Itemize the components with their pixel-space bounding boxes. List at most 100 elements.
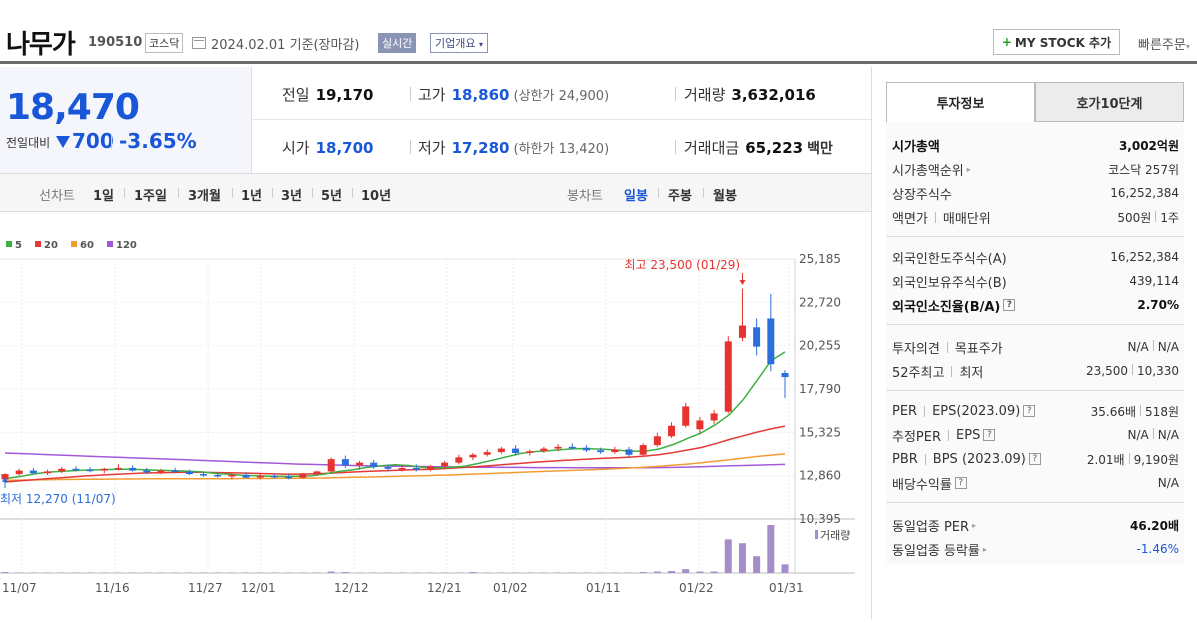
- y-tick-label: 20,255: [799, 339, 841, 353]
- amount-value: 65,223: [745, 139, 804, 157]
- volume-bar: [724, 539, 732, 573]
- volume-bar: [625, 572, 633, 574]
- volume-bar: [412, 572, 420, 574]
- tab-5y[interactable]: 5년: [321, 189, 343, 204]
- foreign-limit-value: 16,252,384: [1110, 250, 1179, 264]
- estimated-eps-label: EPS: [956, 427, 981, 443]
- candle-body: [540, 448, 548, 452]
- volume-bar: [753, 556, 761, 573]
- volume-bar: [483, 572, 491, 574]
- candle-body: [582, 447, 590, 451]
- volume-bar: [497, 572, 505, 574]
- tab-1w[interactable]: 1주일: [134, 189, 167, 204]
- market-cap-rank-value: 코스닥 257위: [1108, 162, 1179, 177]
- candle-body: [58, 468, 66, 472]
- pbr-value: 2.01배: [1086, 452, 1125, 467]
- legend-swatch-5: [6, 241, 12, 247]
- 52week-high-label: 52주최고: [892, 365, 945, 381]
- bps-value: 9,190원: [1133, 452, 1179, 467]
- row-market-cap-rank[interactable]: 시가총액순위 ▸ 코스닥 257위: [892, 158, 1179, 180]
- help-icon[interactable]: ?: [983, 429, 996, 441]
- y-tick-label: 25,185: [799, 252, 841, 266]
- candle-body: [200, 474, 208, 476]
- low-label: 저가: [418, 139, 446, 157]
- trade-unit-value: 1주: [1160, 210, 1179, 225]
- chevron-right-icon: ▸: [966, 164, 971, 174]
- tab-investment-info[interactable]: 투자정보: [886, 82, 1035, 122]
- legend-swatch-60: [71, 241, 77, 247]
- candle-body: [1, 474, 9, 480]
- dividend-value: N/A: [1157, 476, 1179, 490]
- help-icon[interactable]: ?: [1023, 405, 1036, 417]
- tab-3y[interactable]: 3년: [281, 189, 303, 204]
- help-icon[interactable]: ?: [1028, 453, 1041, 465]
- legend-label-60: 60: [80, 240, 94, 251]
- tab-weekly[interactable]: 주봉: [668, 189, 692, 204]
- tab-orderbook-10[interactable]: 호가10단계: [1035, 82, 1184, 122]
- volume-bar: [568, 572, 576, 574]
- volume-bar: [171, 572, 179, 574]
- candle-body: [781, 373, 789, 378]
- foreign-holding-value: 439,114: [1129, 274, 1179, 288]
- company-overview-button[interactable]: 기업개요 ▾: [430, 33, 488, 53]
- row-foreign-holding: 외국인보유주식수(B) 439,114: [892, 270, 1179, 292]
- volume-bar: [44, 572, 52, 574]
- candle-body: [228, 474, 236, 477]
- divider: [703, 188, 704, 198]
- volume-bar: [114, 572, 122, 574]
- sector-per-label: 동일업종 PER: [892, 519, 970, 535]
- realtime-button[interactable]: 실시간: [378, 33, 417, 53]
- x-tick-label: 11/07: [2, 581, 37, 595]
- tab-1y[interactable]: 1년: [241, 189, 263, 204]
- tab-daily[interactable]: 일봉: [624, 189, 648, 204]
- candle-body: [738, 325, 746, 338]
- divider: [272, 188, 273, 198]
- candle-body: [767, 318, 775, 365]
- candle-body: [157, 470, 165, 473]
- company-overview-label: 기업개요: [435, 37, 476, 50]
- add-mystock-button[interactable]: + MY STOCK 추가: [993, 29, 1120, 55]
- help-icon[interactable]: ?: [954, 477, 967, 489]
- per-value: 35.66배: [1090, 404, 1137, 419]
- volume-bar: [313, 572, 321, 574]
- foreign-rate-label: 외국인소진율(B/A): [892, 299, 1001, 315]
- volume-bar: [639, 572, 647, 573]
- volume-label: 거래량: [820, 529, 850, 542]
- high-value: 18,860: [451, 86, 510, 104]
- y-tick-label: 12,860: [799, 469, 841, 483]
- open-label: 시가: [282, 139, 310, 157]
- x-tick-label: 12/01: [241, 581, 276, 595]
- estimated-per-value: N/A: [1127, 428, 1149, 442]
- candle-body: [15, 470, 23, 475]
- divider: [886, 324, 1184, 325]
- divider: [658, 188, 659, 198]
- row-sector-per[interactable]: 동일업종 PER ▸ 46.20배: [892, 514, 1179, 536]
- candle-body: [497, 448, 505, 453]
- candle-body: [370, 462, 378, 468]
- market-badge: 코스닥: [145, 33, 184, 53]
- quote-volume: 거래량 3,632,016: [684, 84, 816, 105]
- tab-3m[interactable]: 3개월: [188, 189, 221, 204]
- quick-order-button[interactable]: 빠른주문▾: [1138, 34, 1190, 53]
- row-sector-rate[interactable]: 동일업종 등락률 ▸ -1.46%: [892, 538, 1179, 560]
- tab-1d[interactable]: 1일: [93, 189, 115, 204]
- help-icon[interactable]: ?: [1003, 299, 1016, 311]
- candle-body: [597, 450, 605, 453]
- y-tick-label: 10,395: [799, 512, 841, 526]
- market-cap-label: 시가총액: [892, 139, 940, 155]
- candle-body: [313, 471, 321, 475]
- high-label: 고가: [418, 86, 446, 104]
- candle-body: [639, 445, 647, 455]
- tab-monthly[interactable]: 월봉: [713, 189, 737, 204]
- volume-bar: [441, 572, 449, 574]
- candle-body: [710, 413, 718, 421]
- candle-body: [398, 467, 406, 470]
- row-foreign-limit: 외국인한도주식수(A) 16,252,384: [892, 246, 1179, 268]
- legend-label-5: 5: [15, 240, 22, 251]
- tab-10y[interactable]: 10년: [361, 189, 392, 204]
- amount-unit: 백만: [807, 141, 833, 157]
- volume-bar: [15, 572, 23, 574]
- eps-label: EPS(2023.09): [932, 403, 1021, 419]
- sector-rate-value: -1.46%: [1136, 542, 1179, 556]
- max-annotation: 최고 23,500 (01/29): [624, 258, 740, 272]
